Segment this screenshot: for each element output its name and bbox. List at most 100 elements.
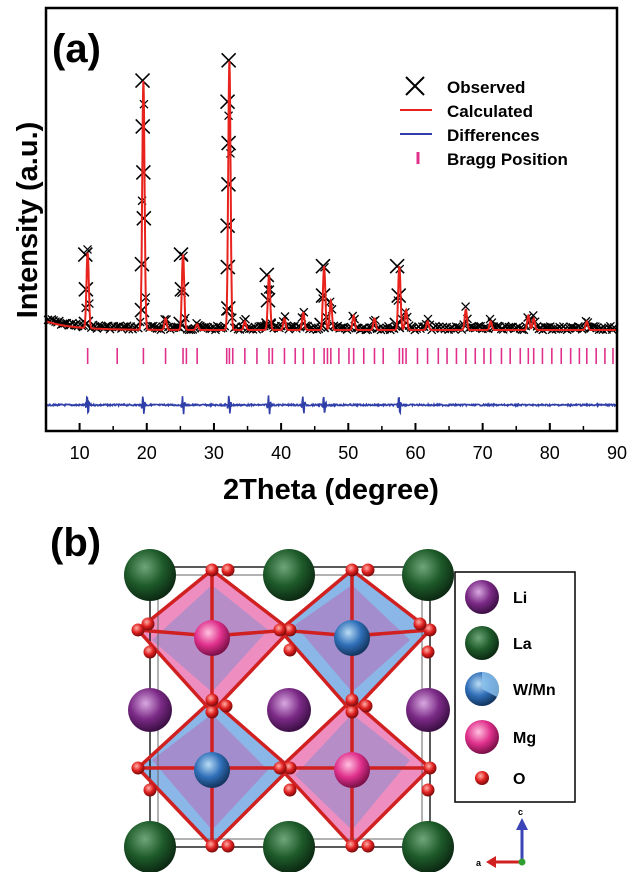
- o-atom: [141, 617, 155, 631]
- li-legend-icon: [465, 580, 499, 614]
- o-atom: [283, 643, 297, 657]
- difference-curve: [45, 395, 617, 416]
- o-atom: [345, 705, 359, 719]
- o-atom: [131, 623, 145, 637]
- la-atom: [263, 549, 315, 601]
- o-atom: [345, 693, 359, 707]
- o-legend-icon: [475, 771, 489, 785]
- observed-point: [549, 324, 559, 333]
- wmn-atom: [334, 620, 370, 656]
- x-axis-label: 2Theta (degree): [223, 474, 439, 506]
- legend-label-o: O: [513, 771, 525, 788]
- observed-point: [135, 164, 151, 180]
- o-atom: [143, 783, 157, 797]
- observed-point: [423, 314, 433, 324]
- observed-point: [136, 210, 152, 226]
- mg-atom: [334, 752, 370, 788]
- a-axis-label: a: [476, 858, 482, 868]
- o-atom: [205, 563, 219, 577]
- observed-point: [77, 247, 93, 263]
- legend-label-mg: Mg: [513, 730, 536, 747]
- observed-point: [221, 52, 237, 68]
- observed-point: [461, 302, 471, 312]
- la-atom: [402, 821, 454, 872]
- legend: Observed Calculated Differences Bragg Po…: [400, 76, 568, 169]
- legend-label-bragg: Bragg Position: [447, 150, 568, 169]
- observed-point: [528, 310, 538, 320]
- observed-point: [280, 312, 290, 321]
- axis-triad: c a: [476, 807, 528, 868]
- panel-a-label: (a): [52, 27, 101, 71]
- la-atom: [124, 821, 176, 872]
- o-atom: [345, 563, 359, 577]
- x-tick-label: 90: [607, 443, 627, 463]
- o-atom: [283, 761, 297, 775]
- o-atom: [283, 623, 297, 637]
- observed-points: [43, 52, 619, 335]
- x-axis-ticks: 10 20 30 40 50 60 70 80 90: [45, 423, 627, 463]
- o-atom: [143, 645, 157, 659]
- o-atom: [359, 699, 373, 713]
- x-tick-label: 70: [473, 443, 493, 463]
- plot-frame: [44, 6, 619, 433]
- o-atom: [221, 839, 235, 853]
- legend-label-observed: Observed: [447, 78, 525, 97]
- o-atom: [219, 699, 233, 713]
- b-axis-dot-icon: [518, 858, 526, 866]
- x-tick-label: 30: [204, 443, 224, 463]
- o-atom: [361, 563, 375, 577]
- o-atom: [361, 839, 375, 853]
- o-atom: [205, 705, 219, 719]
- o-atom: [205, 693, 219, 707]
- o-atom: [423, 761, 437, 775]
- atom-legend: Li La W/Mn Mg O: [454, 571, 576, 803]
- o-atom: [273, 623, 287, 637]
- o-atom: [421, 783, 435, 797]
- atoms: [124, 549, 454, 872]
- legend-item-differences: Differences: [400, 126, 540, 145]
- x-tick-label: 20: [137, 443, 157, 463]
- observed-point: [220, 321, 230, 331]
- x-tick-label: 80: [540, 443, 560, 463]
- legend-item-observed: Observed: [405, 76, 525, 97]
- observed-point: [493, 321, 503, 331]
- x-tick-label: 10: [70, 443, 90, 463]
- x-tick-label: 50: [338, 443, 358, 463]
- observed-point: [389, 258, 405, 274]
- la-legend-icon: [465, 626, 499, 660]
- mg-legend-icon: [465, 720, 499, 754]
- legend-label-differences: Differences: [447, 126, 540, 145]
- oxygen-atoms: [131, 563, 437, 853]
- wmn-atom: [194, 752, 230, 788]
- x-tick-label: 40: [271, 443, 291, 463]
- o-atom: [131, 761, 145, 775]
- bragg-ticks: [86, 348, 614, 364]
- legend-label-calculated: Calculated: [447, 102, 533, 121]
- observed-point: [241, 314, 250, 324]
- o-atom: [423, 623, 437, 637]
- legend-item-calculated: Calculated: [400, 102, 533, 121]
- li-atom: [406, 688, 450, 732]
- o-atom: [345, 839, 359, 853]
- mn-fraction-icon: [482, 672, 500, 697]
- observed-point: [315, 258, 331, 274]
- observed-point: [134, 73, 151, 89]
- la-atom: [263, 821, 315, 872]
- crystal-structure: (b): [50, 521, 576, 872]
- difference-curve-group: [45, 395, 617, 416]
- xrd-chart: (a) 10 20 30 40 50 60 70 80 90 2Theta (degree) I…: [12, 6, 627, 506]
- c-arrowhead-icon: [516, 818, 528, 830]
- legend-label-la: La: [513, 636, 532, 653]
- observed-point: [173, 247, 189, 263]
- o-atom: [221, 563, 235, 577]
- observed-point: [219, 94, 236, 110]
- o-atom: [283, 783, 297, 797]
- legend-label-li: Li: [513, 590, 527, 607]
- legend-label-wmn: W/Mn: [513, 682, 556, 699]
- c-axis-label: c: [518, 807, 523, 817]
- o-atom: [205, 839, 219, 853]
- observed-point: [259, 267, 275, 283]
- legend-item-bragg: Bragg Position: [416, 150, 568, 169]
- panel-b-label: (b): [50, 521, 101, 565]
